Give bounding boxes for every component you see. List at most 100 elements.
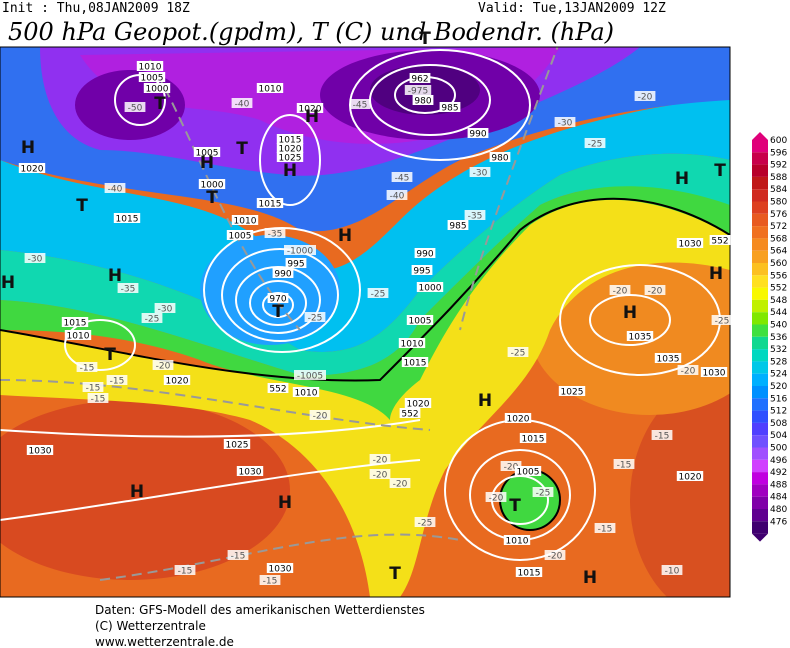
colorbar-label: 596 bbox=[770, 148, 787, 158]
colorbar-swatch bbox=[752, 299, 768, 313]
colorbar-swatch bbox=[752, 201, 768, 214]
pressure-center: H bbox=[21, 138, 35, 158]
temp-label-box bbox=[661, 565, 683, 575]
pressure-center: T bbox=[206, 188, 218, 208]
temp-label-box bbox=[264, 228, 286, 238]
temperature-label: -20 bbox=[489, 494, 504, 504]
temp-label-box bbox=[500, 461, 522, 471]
colorbar-label: 500 bbox=[770, 444, 787, 454]
colorbar-label: 508 bbox=[770, 419, 787, 429]
pressure-center: T bbox=[76, 196, 88, 216]
isobar-label: 1005 bbox=[409, 317, 432, 327]
colorbar-label: 556 bbox=[770, 271, 787, 281]
temperature-label: -15 bbox=[263, 577, 278, 587]
isobar-label: 970 bbox=[269, 295, 286, 305]
temperature-label: -35 bbox=[468, 212, 483, 222]
temperature-label: -15 bbox=[231, 552, 246, 562]
pressure-center: T bbox=[389, 564, 401, 584]
temp-label-box bbox=[227, 550, 249, 560]
temperature-label: -20 bbox=[373, 456, 388, 466]
colorbar-label: 512 bbox=[770, 407, 787, 417]
pressure-center: H bbox=[583, 568, 597, 588]
pressure-center: H bbox=[108, 266, 122, 286]
footer-line: www.wetterzentrale.de bbox=[95, 635, 234, 648]
colorbar-swatch bbox=[752, 386, 768, 399]
colorbar-label: 504 bbox=[770, 431, 787, 441]
isobar-label: 552 bbox=[401, 410, 418, 420]
temp-label-box bbox=[369, 454, 391, 464]
isobar-label-box bbox=[267, 293, 289, 303]
isobar-label: 990 bbox=[416, 250, 433, 260]
isobar-label-box bbox=[64, 330, 92, 340]
temp-label-box bbox=[677, 365, 699, 375]
isobar-label: 1005 bbox=[141, 74, 164, 84]
isobar-label-box bbox=[276, 134, 304, 144]
footer-line: Daten: GFS-Modell des amerikanischen Wet… bbox=[95, 603, 425, 617]
temperature-label: -15 bbox=[655, 432, 670, 442]
pressure-center: T bbox=[272, 302, 284, 322]
isobar-label-box bbox=[700, 367, 728, 377]
temp-label-box bbox=[507, 347, 529, 357]
pressure-center: T bbox=[154, 94, 166, 114]
colorbar-label: 476 bbox=[770, 517, 787, 527]
temperature-label: -45 bbox=[353, 101, 368, 111]
temp-label-box bbox=[76, 362, 98, 372]
isobar-label-box bbox=[266, 563, 294, 573]
isobar-label-box bbox=[654, 353, 682, 363]
isobar-label: 1010 bbox=[506, 537, 529, 547]
colorbar-top-arrow bbox=[752, 132, 768, 140]
isobar-label: 1035 bbox=[629, 333, 652, 343]
isobar-label-box bbox=[163, 375, 191, 385]
isobar-label-box bbox=[404, 398, 432, 408]
isobar-label: 1015 bbox=[259, 200, 282, 210]
isobar-label: 1020 bbox=[407, 400, 430, 410]
isobar-label: 1005 bbox=[517, 468, 540, 478]
colorbar-swatch bbox=[752, 189, 768, 202]
colorbar-swatch bbox=[752, 361, 768, 374]
isobar-label-box bbox=[292, 387, 320, 397]
isobar-label-box bbox=[272, 268, 294, 278]
temperature-label: -35 bbox=[268, 230, 283, 240]
colorbar-swatch bbox=[752, 140, 768, 153]
isobar-label-box bbox=[18, 163, 46, 173]
colorbar-swatch bbox=[752, 312, 768, 325]
colorbar-label: 544 bbox=[770, 308, 787, 318]
temperature-label: -20 bbox=[313, 412, 328, 422]
colorbar-label: 576 bbox=[770, 210, 787, 220]
isobar-label: 1000 bbox=[146, 85, 169, 95]
isobar-label-box bbox=[519, 433, 547, 443]
isobar-label-box bbox=[26, 445, 54, 455]
isobar-label-box bbox=[709, 235, 731, 245]
isobar-label: 552 bbox=[711, 237, 728, 247]
temp-label-box bbox=[231, 98, 253, 108]
temperature-label: -25 bbox=[715, 317, 730, 327]
colorbar-swatch bbox=[752, 250, 768, 263]
isobar-label: 1015 bbox=[279, 136, 302, 146]
colorbar-label: 564 bbox=[770, 247, 787, 257]
temp-label-box bbox=[711, 315, 733, 325]
isobar-label: 980 bbox=[414, 97, 431, 107]
colorbar-swatch bbox=[752, 496, 768, 509]
isobar-label: 1030 bbox=[703, 369, 726, 379]
colorbar-swatch bbox=[752, 398, 768, 411]
temp-label-box bbox=[304, 312, 326, 322]
temp-label-box bbox=[651, 430, 673, 440]
temperature-label: -40 bbox=[235, 100, 250, 110]
temperature-label: -30 bbox=[28, 255, 43, 265]
colorbar-swatch bbox=[752, 435, 768, 448]
temp-label-box bbox=[609, 285, 631, 295]
isobar-label-box bbox=[676, 238, 704, 248]
temperature-label: -15 bbox=[80, 364, 95, 374]
isobar-label: 1030 bbox=[29, 447, 52, 457]
temp-label-box bbox=[544, 550, 566, 560]
colorbar-swatch bbox=[752, 521, 768, 534]
isobar-label-box bbox=[136, 61, 164, 71]
temp-label-box bbox=[349, 99, 371, 109]
colorbar-label: 584 bbox=[770, 185, 787, 195]
temperature-label: -45 bbox=[395, 174, 410, 184]
colorbar-swatch bbox=[752, 484, 768, 497]
temp-label-box bbox=[414, 517, 436, 527]
temperature-label: -25 bbox=[145, 315, 160, 325]
